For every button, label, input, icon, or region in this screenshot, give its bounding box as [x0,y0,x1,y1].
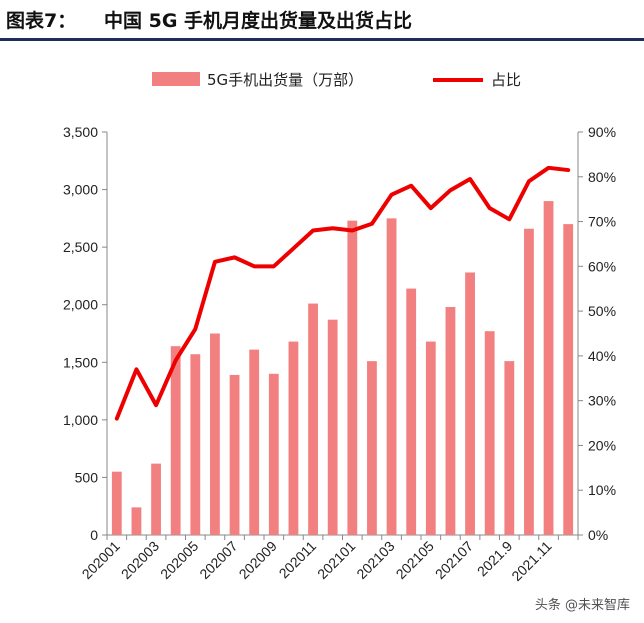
bar-202106 [445,307,456,535]
chart-title: 中国 5G 手机月度出货量及出货占比 [104,10,413,32]
legend: 5G手机出货量（万部） 占比 [152,71,521,89]
bar-202010 [288,341,299,535]
x-tick-label: 202101 [314,538,358,582]
bar-202008 [249,349,260,535]
share-line [114,165,571,421]
bar-202003 [151,463,161,535]
x-tick-label: 202107 [432,538,476,582]
y-left-tick-label: 2,000 [63,297,98,313]
bar-202006 [210,333,220,535]
bar-202101 [347,220,358,535]
x-tick-label: 202005 [157,538,201,582]
y-left-tick-label: 3,500 [63,124,98,140]
bar-202002 [131,507,142,535]
bar-202105 [425,341,436,535]
y-right-tick-label: 70% [588,214,616,230]
bar-2021.1 [524,228,534,535]
y-right-tick-label: 30% [588,393,616,409]
x-tick-label: 202011 [276,538,320,582]
bar-202009 [268,373,279,535]
bar-2021.12 [563,224,574,535]
y-right-tick-label: 90% [588,124,616,140]
y-right-tick-label: 80% [588,169,616,185]
x-tick-label: 202105 [393,538,437,582]
legend-bar-label: 5G手机出货量（万部） [207,71,363,89]
bar-202108 [484,331,495,535]
y-left-tick-label: 1,000 [63,412,98,428]
title-bar: 图表7： 中国 5G 手机月度出货量及出货占比 [0,0,644,41]
chart-svg: 5G手机出货量（万部） 占比 0 500 1,000 1,500 2,000 2,500 3… [63,71,616,584]
y-right-tick-label: 50% [588,303,616,319]
y-right-tick-label: 10% [588,482,616,498]
y-left-tick-label: 500 [75,469,99,485]
bar-202104 [406,288,417,535]
x-tick-label: 202001 [79,538,123,582]
legend-bar-swatch [152,72,200,86]
x-tick-label: 202003 [118,538,162,582]
x-tick-label: 2021.11 [508,538,555,585]
bar-202007 [229,374,240,535]
bar-2021.11 [543,201,554,536]
x-tick-label: 202007 [196,538,240,582]
bar-202012 [327,319,338,535]
bar-202004 [170,346,181,535]
watermark: 头条 @未来智库 [534,598,630,613]
y-left-tick-label: 0 [90,527,98,543]
y-left-tick-label: 1,500 [63,354,98,370]
bar-202102 [367,361,377,535]
bar-202107 [465,272,475,535]
legend-line-label: 占比 [491,71,521,89]
y-right-tick-label: 40% [588,348,616,364]
x-tick-label: 202103 [353,538,397,582]
bar-202011 [308,303,318,535]
bar-202001 [111,471,122,535]
y-left-tick-label: 2,500 [63,239,98,255]
bar-202109 [504,361,515,535]
figure-label: 图表7： [6,10,77,32]
y-right-tick-label: 20% [588,437,616,453]
y-right-tick-label: 0% [588,527,608,543]
bar-202103 [386,218,397,535]
title-rule [0,38,644,41]
y-right-tick-label: 60% [588,258,616,274]
bar-202005 [190,354,201,535]
x-tick-label: 202009 [236,538,280,582]
y-left-tick-label: 3,000 [63,182,98,198]
plot-area: 0 500 1,000 1,500 2,000 2,500 3,000 3,500 0% 10% 2… [63,124,616,584]
